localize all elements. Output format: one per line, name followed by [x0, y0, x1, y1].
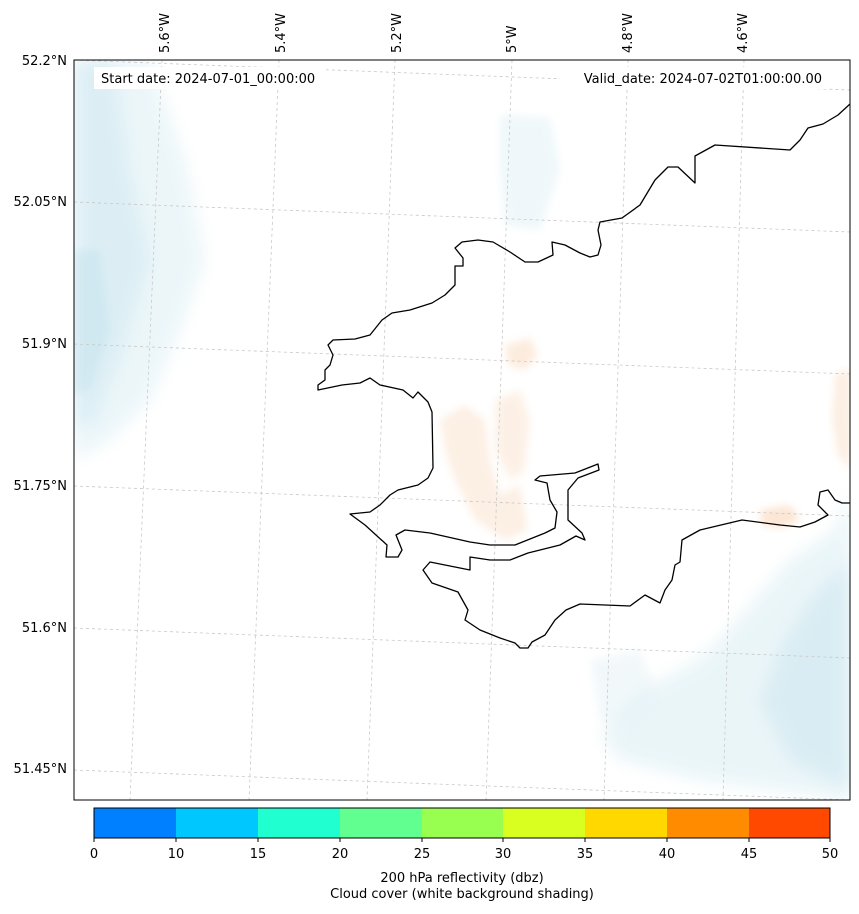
map-frame: [73, 59, 851, 801]
colorbar-tick-label: 15: [250, 847, 267, 862]
start-date-label: Start date: 2024-07-01_00:00:00: [101, 72, 315, 87]
colorbar-segment: [503, 808, 585, 838]
lon-label: 4.8°W: [621, 13, 636, 53]
lon-label: 4.6°W: [736, 13, 751, 53]
colorbar-frame: [93, 807, 831, 839]
colorbar-segment: [176, 808, 258, 838]
reflectivity-patches: [440, 338, 850, 540]
colorbar-segment: [667, 808, 749, 838]
cloud-cover-shading: [74, 60, 850, 800]
lat-label: 52.2°N: [22, 54, 67, 69]
valid-date-box: [560, 67, 830, 89]
colorbar-segment: [749, 808, 830, 838]
lat-label: 51.75°N: [14, 479, 67, 494]
colorbar-tick-label: 35: [577, 847, 594, 862]
colorbar-tick-label: 10: [168, 847, 185, 862]
valid-date-label: Valid_date: 2024-07-02T01:00:00.00: [584, 72, 822, 87]
lon-label: 5.4°W: [274, 13, 289, 53]
colorbar: 0 10 15 20 25 30 35 40 45 50: [90, 807, 839, 862]
coastline: [317, 103, 850, 649]
colorbar-tick-label: 50: [822, 847, 839, 862]
colorbar-tick-label: 20: [332, 847, 349, 862]
lon-label: 5°W: [505, 25, 520, 53]
lat-label: 52.05°N: [14, 195, 67, 210]
colorbar-segment: [340, 808, 422, 838]
lat-label: 51.6°N: [22, 621, 67, 636]
lon-label: 5.2°W: [390, 13, 405, 53]
colorbar-segment: [422, 808, 503, 838]
latitude-labels: 52.2°N 52.05°N 51.9°N 51.75°N 51.6°N 51.…: [14, 54, 67, 777]
colorbar-segment: [94, 808, 176, 838]
start-date-box: [94, 67, 326, 89]
lon-label: 5.6°W: [158, 13, 173, 53]
colorbar-label-cloud-cover: Cloud cover (white background shading): [330, 887, 594, 902]
colorbar-tick-label: 45: [741, 847, 758, 862]
colorbar-tick-label: 0: [90, 847, 98, 862]
colorbar-label-reflectivity: 200 hPa reflectivity (dbz): [380, 871, 544, 886]
colorbar-segment: [585, 808, 667, 838]
colorbar-segment: [258, 808, 340, 838]
lat-label: 51.45°N: [14, 762, 67, 777]
longitude-labels: 5.6°W 5.4°W 5.2°W 5°W 4.8°W 4.6°W: [158, 13, 751, 53]
colorbar-tick-label: 25: [414, 847, 431, 862]
colorbar-tick-label: 40: [659, 847, 676, 862]
colorbar-tick-label: 30: [495, 847, 512, 862]
lat-label: 51.9°N: [22, 337, 67, 352]
